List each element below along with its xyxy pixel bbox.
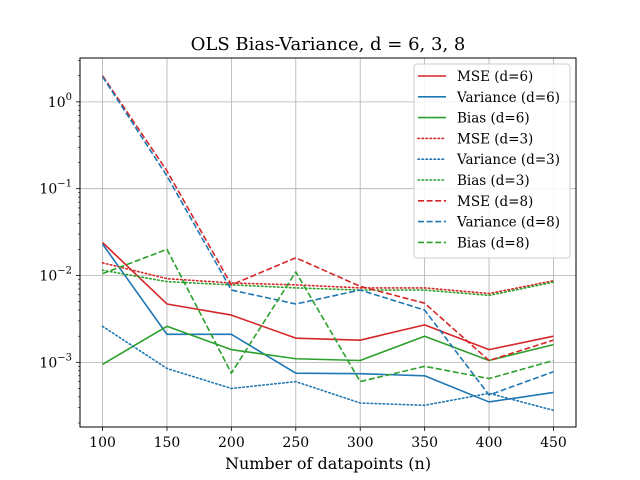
- legend-label: MSE (d=8): [457, 194, 533, 210]
- y-tick-label: 100: [48, 92, 72, 111]
- series-line: [101, 325, 555, 412]
- legend-label: MSE (d=3): [457, 131, 533, 147]
- series-line: [101, 75, 554, 362]
- series-lines: [101, 75, 555, 412]
- x-tick-label: 450: [540, 435, 567, 451]
- series-line: [101, 241, 554, 351]
- plot-frame: [79, 57, 577, 428]
- legend-label: Bias (d=8): [457, 235, 530, 251]
- x-tick-label: 350: [411, 435, 438, 451]
- x-axis: 100 150 200 250 300 350 400 450: [89, 427, 567, 451]
- legend-label: Bias (d=6): [457, 111, 530, 127]
- legend-box: [413, 63, 571, 259]
- legend-label: Variance (d=6): [456, 90, 560, 106]
- series-line: [101, 243, 554, 403]
- x-tick-label: 300: [347, 435, 374, 451]
- legend-label: Variance (d=8): [456, 215, 560, 231]
- x-tick-label: 250: [282, 435, 309, 451]
- chart-title: OLS Bias-Variance, d = 6, 3, 8: [191, 34, 466, 55]
- legend-label: Variance (d=3): [456, 152, 560, 168]
- series-line: [102, 248, 554, 383]
- legend-label: MSE (d=6): [457, 69, 533, 85]
- y-tick-label: 10−2: [39, 266, 72, 285]
- legend-label: Bias (d=3): [457, 173, 530, 189]
- series-line: [101, 269, 555, 297]
- y-axis: 10−3 10−2 10−1 100: [39, 60, 80, 424]
- legend: MSE (d=6) Variance (d=6) Bias (d=6) MSE (d=…: [413, 63, 571, 259]
- x-tick-label: 200: [218, 435, 245, 451]
- x-axis-label: Number of datapoints (n): [225, 454, 431, 473]
- x-tick-label: 400: [476, 435, 503, 451]
- series-line: [101, 262, 555, 295]
- series-line: [102, 325, 554, 365]
- x-tick-label: 150: [154, 435, 181, 451]
- y-tick-label: 10−3: [39, 352, 72, 371]
- series-line: [101, 76, 554, 396]
- x-tick-label: 100: [89, 435, 116, 451]
- y-tick-label: 10−1: [39, 179, 72, 198]
